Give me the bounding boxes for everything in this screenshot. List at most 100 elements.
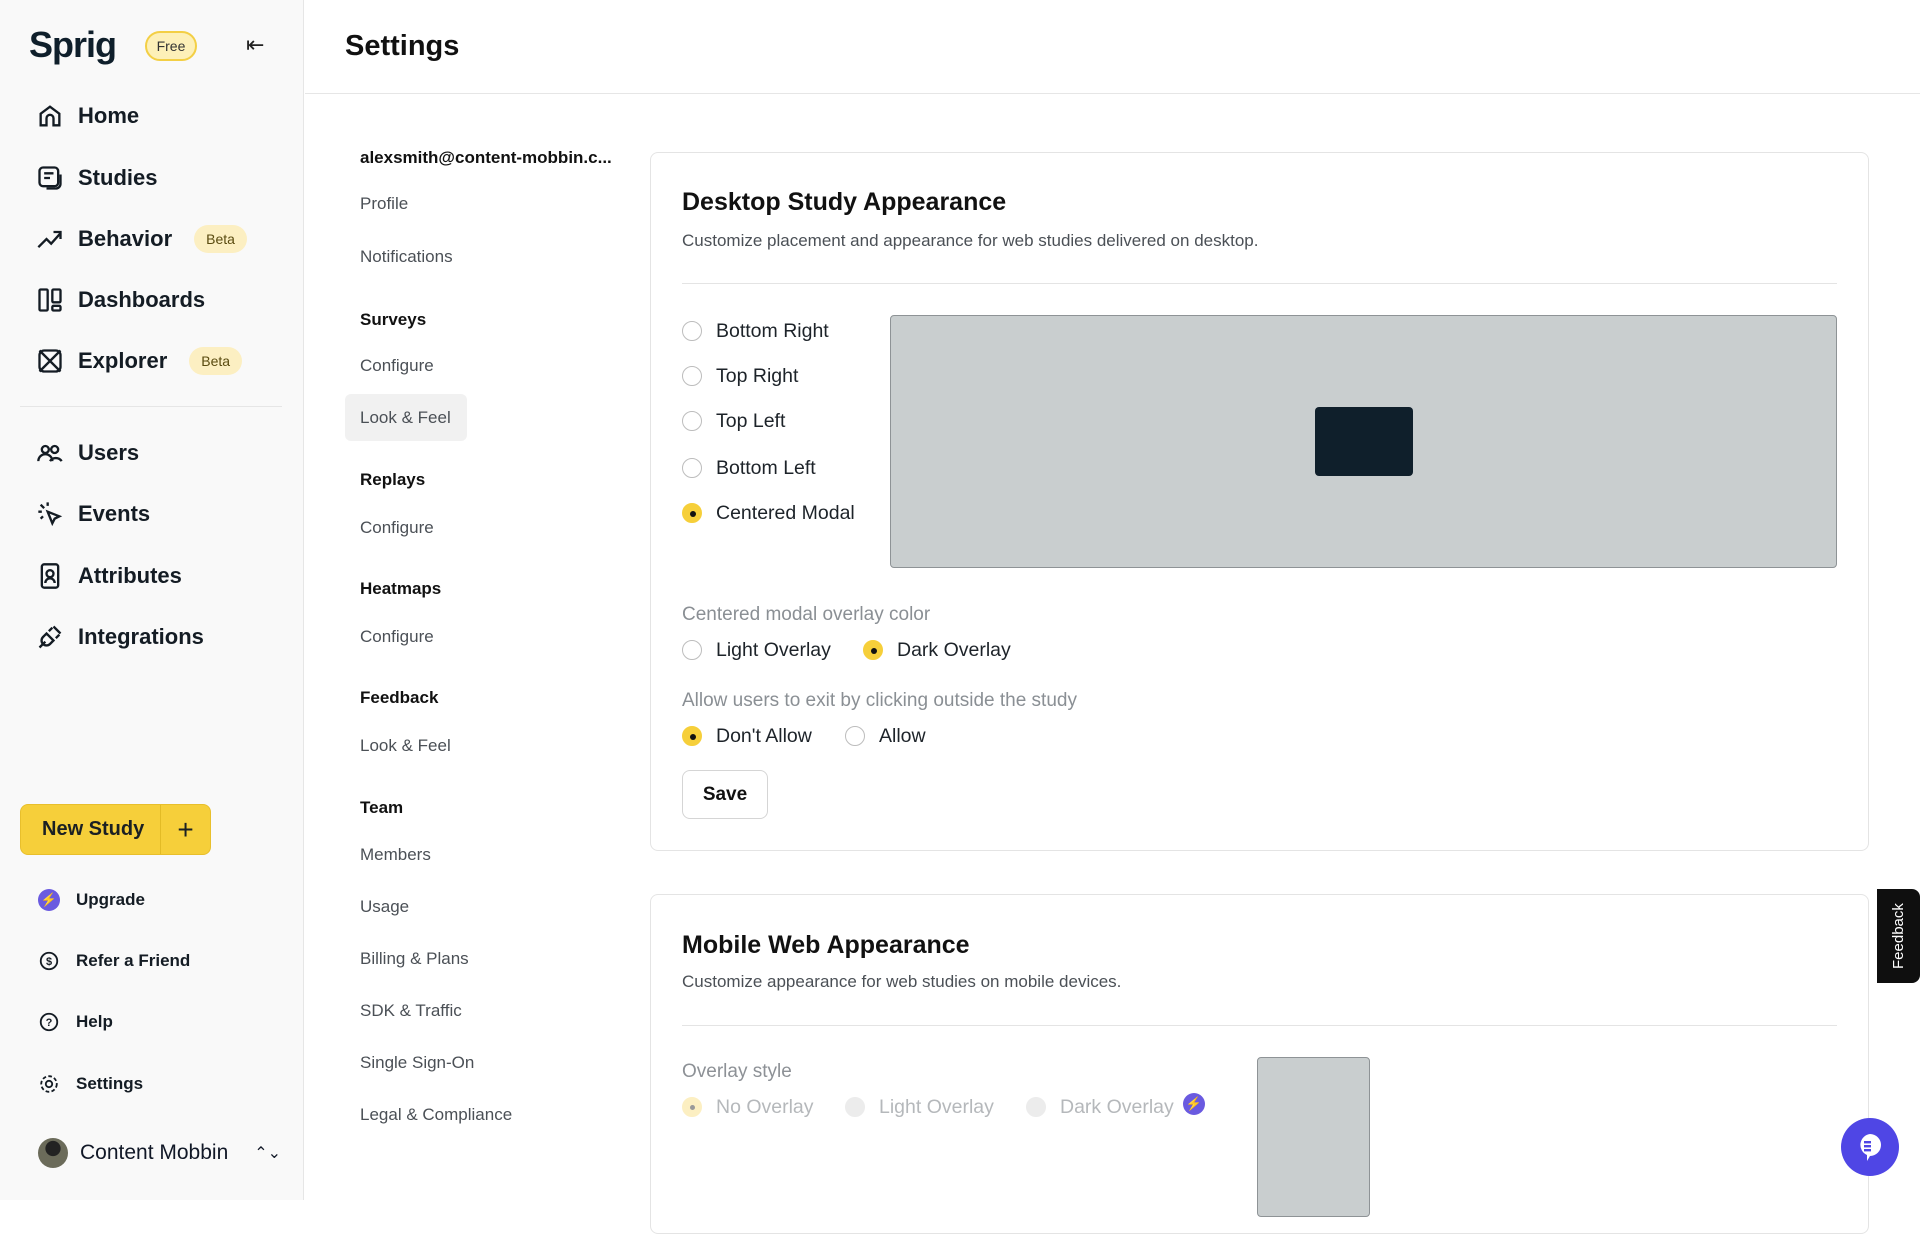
nav-dashboards[interactable]: Dashboards bbox=[36, 280, 205, 320]
nav-users[interactable]: Users bbox=[36, 433, 139, 473]
trend-icon bbox=[37, 230, 62, 248]
settings-nav-item[interactable]: Profile bbox=[360, 194, 409, 213]
explorer-icon bbox=[38, 349, 62, 373]
studies-icon bbox=[38, 166, 62, 190]
nav-settings[interactable]: Settings bbox=[38, 1069, 143, 1099]
radio-circle[interactable] bbox=[682, 726, 702, 746]
radio-circle bbox=[845, 1097, 865, 1117]
radio-circle[interactable] bbox=[682, 640, 702, 660]
upgrade-bolt-icon[interactable]: ⚡ bbox=[1183, 1093, 1205, 1115]
settings-nav-item[interactable]: Usage bbox=[360, 897, 410, 916]
card-subtitle: Customize placement and appearance for w… bbox=[682, 231, 1259, 250]
gear-icon bbox=[38, 1073, 60, 1095]
nav-behavior[interactable]: Behavior Beta bbox=[36, 219, 247, 259]
feedback-tab[interactable]: Feedback bbox=[1877, 889, 1920, 983]
radio-circle bbox=[682, 1097, 702, 1117]
settings-nav-item[interactable]: Billing & Plans bbox=[360, 949, 469, 968]
svg-text:$: $ bbox=[46, 956, 52, 968]
settings-nav-item[interactable]: Configure bbox=[360, 518, 434, 537]
radio-circle[interactable] bbox=[863, 640, 883, 660]
radio-light-overlay[interactable]: Light Overlay bbox=[682, 636, 831, 664]
nav-events[interactable]: Events bbox=[36, 494, 150, 534]
help-icon: ? bbox=[38, 1011, 60, 1033]
settings-nav-heading: Replays bbox=[360, 470, 426, 489]
nav-label: Attributes bbox=[78, 563, 182, 588]
radio-light-overlay-mobile: Light Overlay bbox=[845, 1093, 994, 1121]
radio-label: Dark Overlay bbox=[1060, 1095, 1174, 1118]
settings-nav-item[interactable]: Legal & Compliance bbox=[360, 1105, 513, 1124]
new-study-label[interactable]: New Study bbox=[21, 805, 161, 854]
radio-circle[interactable] bbox=[682, 458, 702, 478]
nav-attributes[interactable]: Attributes bbox=[36, 556, 182, 596]
account-switcher[interactable]: Content Mobbin ⌃⌄ bbox=[38, 1138, 281, 1168]
nav-home[interactable]: Home bbox=[36, 96, 139, 136]
radio-allow[interactable]: Allow bbox=[845, 722, 926, 750]
events-icon bbox=[38, 502, 63, 527]
radio-dont-allow[interactable]: Don't Allow bbox=[682, 722, 812, 750]
plug-icon bbox=[38, 625, 62, 649]
centered-modal-preview bbox=[1315, 407, 1413, 476]
nav-label: Upgrade bbox=[76, 890, 145, 909]
radio-position[interactable]: Centered Modal bbox=[682, 499, 855, 527]
nav-label: Help bbox=[76, 1012, 113, 1031]
radio-position[interactable]: Top Left bbox=[682, 407, 785, 435]
nav-upgrade[interactable]: ⚡ Upgrade bbox=[38, 885, 145, 915]
nav-integrations[interactable]: Integrations bbox=[36, 617, 204, 657]
settings-nav-heading: Surveys bbox=[360, 310, 427, 329]
radio-label: Bottom Left bbox=[716, 456, 816, 479]
nav-explorer[interactable]: Explorer Beta bbox=[36, 341, 243, 381]
collapse-sidebar-icon[interactable]: ⇤ bbox=[246, 32, 265, 57]
radio-position[interactable]: Bottom Right bbox=[682, 317, 829, 345]
radio-circle[interactable] bbox=[682, 503, 702, 523]
settings-nav-item[interactable]: Configure bbox=[360, 356, 434, 375]
settings-nav-item[interactable]: Notifications bbox=[360, 247, 453, 266]
sprig-logo[interactable]: Sprig bbox=[29, 24, 117, 65]
radio-label: Centered Modal bbox=[716, 501, 855, 524]
divider bbox=[682, 1025, 1837, 1026]
nav-label: Explorer bbox=[78, 348, 168, 373]
nav-studies[interactable]: Studies bbox=[36, 158, 157, 198]
new-study-button[interactable]: New Study + bbox=[20, 804, 211, 855]
radio-label: Allow bbox=[879, 724, 926, 747]
plus-icon[interactable]: + bbox=[177, 813, 194, 845]
radio-label: No Overlay bbox=[716, 1095, 814, 1118]
card-title: Desktop Study Appearance bbox=[682, 188, 1007, 216]
radio-dark-overlay[interactable]: Dark Overlay bbox=[863, 636, 1011, 664]
dashboard-icon bbox=[38, 288, 62, 312]
radio-circle[interactable] bbox=[682, 321, 702, 341]
exit-label: Allow users to exit by clicking outside … bbox=[682, 690, 1077, 711]
radio-circle[interactable] bbox=[682, 366, 702, 386]
settings-nav-heading: Team bbox=[360, 798, 404, 817]
save-button[interactable]: Save bbox=[682, 770, 768, 819]
settings-nav-item[interactable]: Configure bbox=[360, 627, 434, 646]
nav-label: Refer a Friend bbox=[76, 951, 191, 970]
chat-button[interactable] bbox=[1841, 1118, 1899, 1176]
bolt-icon: ⚡ bbox=[38, 889, 60, 911]
radio-position[interactable]: Top Right bbox=[682, 362, 798, 390]
nav-label: Home bbox=[78, 103, 140, 128]
radio-position[interactable]: Bottom Left bbox=[682, 454, 816, 482]
nav-refer[interactable]: $ Refer a Friend bbox=[38, 946, 190, 976]
nav-label: Settings bbox=[76, 1074, 144, 1093]
settings-nav-item[interactable]: Look & Feel bbox=[360, 408, 451, 427]
radio-dark-overlay-mobile: Dark Overlay bbox=[1026, 1093, 1174, 1121]
radio-circle[interactable] bbox=[682, 411, 702, 431]
settings-nav-item[interactable]: Members bbox=[360, 845, 431, 864]
settings-nav-item[interactable]: Look & Feel bbox=[360, 736, 451, 755]
avatar bbox=[38, 1138, 68, 1168]
beta-badge: Beta bbox=[194, 225, 247, 253]
radio-no-overlay: No Overlay bbox=[682, 1093, 814, 1121]
attributes-icon bbox=[40, 563, 60, 589]
radio-label: Top Right bbox=[716, 364, 799, 387]
nav-help[interactable]: ? Help bbox=[38, 1007, 113, 1037]
radio-circle[interactable] bbox=[845, 726, 865, 746]
divider bbox=[682, 283, 1837, 284]
radio-circle bbox=[1026, 1097, 1046, 1117]
radio-label: Light Overlay bbox=[879, 1095, 994, 1118]
account-name: Content Mobbin bbox=[80, 1141, 229, 1164]
sidebar: Sprig Free ⇤ Home Studies Behavior Beta … bbox=[0, 0, 304, 1200]
settings-nav-item[interactable]: SDK & Traffic bbox=[360, 1001, 462, 1020]
radio-label: Don't Allow bbox=[716, 724, 812, 747]
home-icon bbox=[39, 105, 61, 127]
settings-nav-item[interactable]: Single Sign-On bbox=[360, 1053, 475, 1072]
